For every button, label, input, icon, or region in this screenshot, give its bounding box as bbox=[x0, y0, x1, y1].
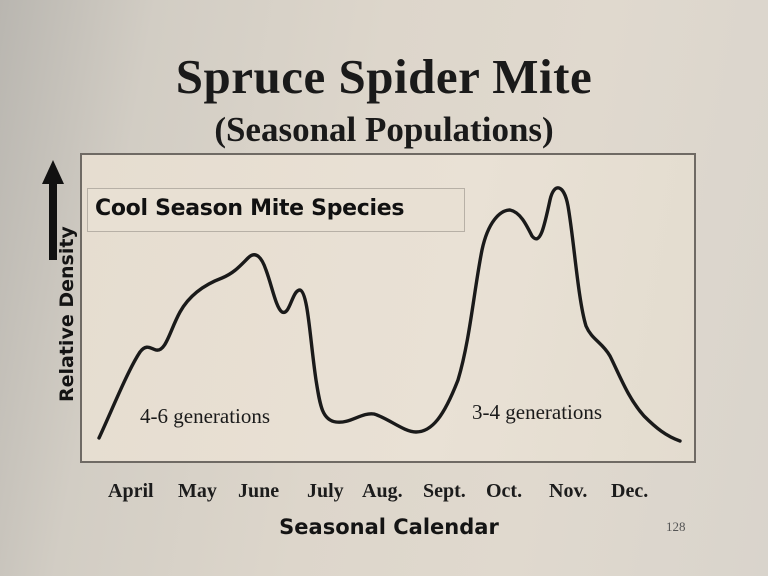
annotation-fall-generations: 3-4 generations bbox=[472, 400, 603, 424]
month-april: April bbox=[108, 480, 154, 502]
month-dec: Dec. bbox=[611, 480, 649, 502]
legend-box bbox=[87, 188, 465, 232]
month-july: July bbox=[307, 480, 344, 502]
month-nov: Nov. bbox=[549, 480, 588, 502]
month-sept: Sept. bbox=[423, 480, 466, 502]
up-arrow-icon bbox=[42, 160, 64, 260]
month-june: June bbox=[238, 480, 280, 502]
x-axis-label: Seasonal Calendar bbox=[279, 515, 499, 539]
slide-subtitle: (Seasonal Populations) bbox=[214, 110, 554, 149]
month-oct: Oct. bbox=[486, 480, 523, 502]
annotation-spring-generations: 4-6 generations bbox=[140, 404, 271, 428]
slide-title: Spruce Spider Mite bbox=[175, 49, 593, 104]
month-aug: Aug. bbox=[362, 480, 403, 502]
month-may: May bbox=[178, 480, 217, 502]
page-number: 128 bbox=[666, 519, 686, 534]
legend-label: Cool Season Mite Species bbox=[95, 196, 405, 221]
